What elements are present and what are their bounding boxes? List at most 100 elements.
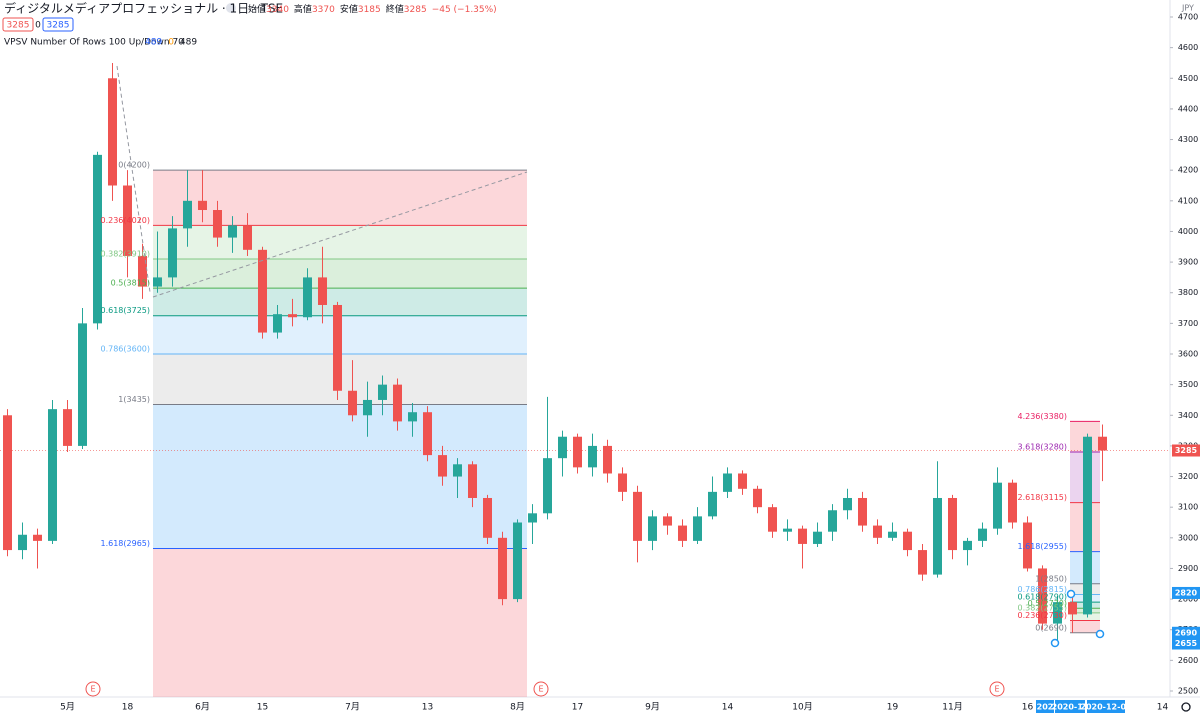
event-marker[interactable] xyxy=(989,681,1005,697)
x-tick-label: 5月 xyxy=(60,702,75,713)
candle-body xyxy=(903,531,912,551)
candle-body xyxy=(168,228,177,278)
x-tick-label: 15 xyxy=(257,703,268,713)
y-tick-label: 3900 xyxy=(1178,258,1198,267)
candle-body xyxy=(738,473,747,489)
candle-body xyxy=(918,550,927,575)
last-price-badge xyxy=(1172,444,1200,457)
fib-label: 0.236(2730) xyxy=(1017,611,1067,620)
candle-body xyxy=(333,304,342,391)
candle-body xyxy=(663,516,672,526)
candle-body xyxy=(543,458,552,514)
value-box-label: 3285 xyxy=(47,21,70,31)
candle-body xyxy=(558,436,567,459)
fib-label: 0.786(3600) xyxy=(100,345,150,354)
x-tick-label: 19 xyxy=(887,703,899,713)
value-box xyxy=(42,17,74,32)
candle-body xyxy=(948,497,957,551)
fib-label: 1.618(2955) xyxy=(1017,542,1067,551)
fib-zone xyxy=(1070,612,1100,621)
candle-body xyxy=(423,412,432,456)
y-tick-label: 2600 xyxy=(1178,656,1198,665)
y-tick-label: 3600 xyxy=(1178,350,1198,359)
price-badge xyxy=(1172,586,1200,599)
candle-body xyxy=(378,384,387,400)
candle-body xyxy=(63,409,72,446)
fib-label: 0(4200) xyxy=(118,161,150,170)
collapse-icon[interactable] xyxy=(226,3,236,13)
y-tick-label: 4700 xyxy=(1178,13,1198,22)
chart-title: ディジタルメディアプロフェッショナル · 1日 · TSE xyxy=(4,1,283,16)
candle-body xyxy=(858,497,867,526)
candle-body xyxy=(78,323,87,446)
last-price-label: 3285 xyxy=(1175,446,1198,455)
fib-label: 0(2690) xyxy=(1035,623,1067,632)
event-marker[interactable] xyxy=(85,681,101,697)
candle-body xyxy=(1083,436,1092,615)
fib-zone xyxy=(153,225,527,260)
value-box xyxy=(2,17,34,32)
ohlc-legend: 始値3340 高値3370 安値3185 終値3285 −45 (−1.35%) xyxy=(248,3,497,15)
value-box-label: 0 xyxy=(35,21,41,31)
fib-label: 0.618(3725) xyxy=(100,306,150,315)
fib-label: 0.5(3815) xyxy=(111,279,150,288)
candle-body xyxy=(243,225,252,250)
candle-body xyxy=(753,488,762,508)
y-tick-label: 4100 xyxy=(1178,196,1198,205)
candle-body xyxy=(618,473,627,492)
price-badge-label: 2655 xyxy=(1175,639,1198,648)
price-badge-label: 2820 xyxy=(1175,588,1198,597)
candle-body xyxy=(483,497,492,538)
candle-body xyxy=(1053,602,1062,624)
y-tick-label: 4200 xyxy=(1178,166,1198,175)
anchor-handle[interactable] xyxy=(1066,589,1076,599)
fib-label: 4.236(3380) xyxy=(1017,412,1067,421)
candle-body xyxy=(213,210,222,238)
y-tick-label: 3100 xyxy=(1178,503,1198,512)
date-badge xyxy=(1036,700,1054,713)
anchor-handle[interactable] xyxy=(1050,638,1060,648)
settings-icon[interactable] xyxy=(1181,702,1191,712)
candle-body xyxy=(393,384,402,422)
ohlc-label: 安値 xyxy=(340,3,358,15)
y-tick-label: 4400 xyxy=(1178,104,1198,113)
candle-body xyxy=(888,531,897,538)
candle-body xyxy=(348,390,357,416)
candle-body xyxy=(153,277,162,287)
candle-body xyxy=(138,255,147,287)
currency-label: JPY xyxy=(1181,4,1194,13)
indicator-value: 0 xyxy=(168,38,174,48)
candle-body xyxy=(303,277,312,318)
x-tick-label: 8月 xyxy=(510,702,525,713)
y-tick-label: 3700 xyxy=(1178,319,1198,328)
ohlc-label: 終値 xyxy=(386,3,404,15)
fib-label: 0.786(2815) xyxy=(1017,585,1067,594)
trend-line xyxy=(152,171,528,298)
candle-body xyxy=(573,436,582,468)
event-marker[interactable] xyxy=(533,681,549,697)
plot-area xyxy=(0,62,1170,697)
candle-body xyxy=(3,415,12,551)
date-badge xyxy=(1055,700,1085,713)
indicator-label: VPSV Number Of Rows 100 Up/Down 70 xyxy=(4,38,184,48)
fib-zone xyxy=(153,404,527,549)
y-tick-label: 3200 xyxy=(1178,472,1198,481)
candle-body xyxy=(798,528,807,544)
y-tick-label: 3500 xyxy=(1178,380,1198,389)
candle-body xyxy=(1008,482,1017,523)
candle-body xyxy=(228,225,237,238)
candle-body xyxy=(603,445,612,474)
x-tick-label: 14 xyxy=(722,703,734,713)
candle-body xyxy=(123,185,132,256)
candle-body xyxy=(408,412,417,422)
anchor-handle[interactable] xyxy=(1095,629,1105,639)
trend-line xyxy=(116,65,151,293)
candle-body xyxy=(318,277,327,305)
candle-body xyxy=(963,540,972,551)
ohlc-label: 始値 xyxy=(248,3,266,15)
y-tick-label: 4500 xyxy=(1178,74,1198,83)
candle-body xyxy=(633,491,642,541)
candle-body xyxy=(708,491,717,517)
ohlc-value: 3185 xyxy=(358,5,381,15)
